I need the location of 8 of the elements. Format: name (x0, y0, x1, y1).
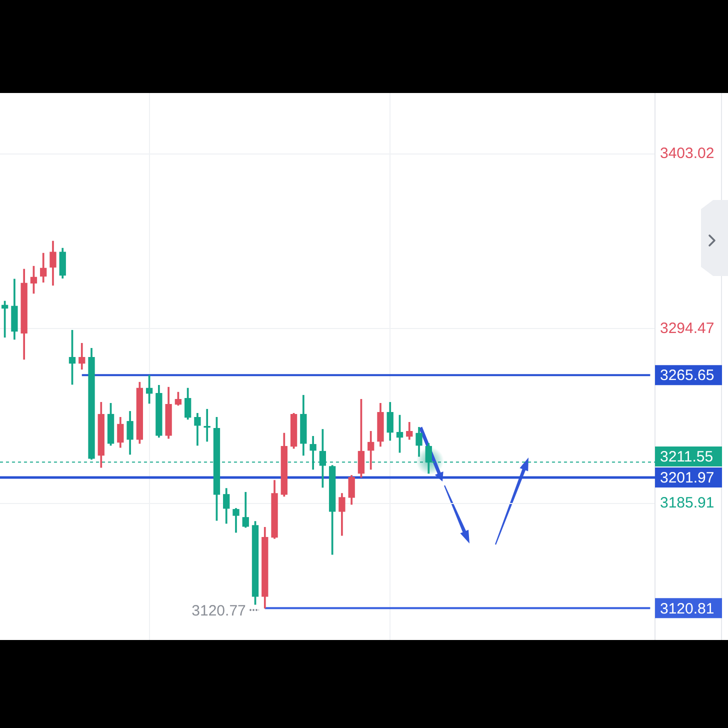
y-tick-label: 3294.47 (660, 320, 714, 337)
series-label: 3265.65 (660, 367, 714, 384)
ref-line-label: 3201.97 (660, 470, 714, 487)
annotation: 3120.77 (192, 602, 246, 620)
ref-line-label: 3211.55 (660, 448, 714, 466)
series-label: 3120.81 (660, 600, 714, 618)
y-tick-label: 3403.02 (660, 145, 714, 162)
y-tick-label: 3185.91 (660, 494, 714, 512)
